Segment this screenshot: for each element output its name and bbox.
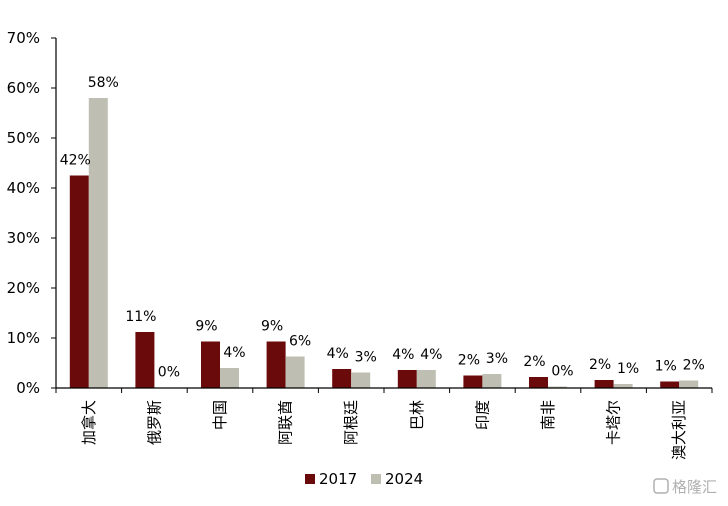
data-label-2024: 0% — [158, 365, 180, 381]
data-label-2024: 3% — [355, 350, 377, 366]
category-label: 中国 — [211, 400, 229, 430]
y-axis: 0% 10% 20% 30% 40% 50% 60% 70% — [7, 29, 57, 397]
bar-2017 — [397, 370, 417, 388]
y-tick-label: 40% — [7, 179, 40, 197]
watermark: 格隆汇 — [653, 478, 717, 496]
bar-2017 — [660, 381, 680, 388]
bar-2024 — [679, 380, 699, 388]
category-label: 俄罗斯 — [145, 400, 163, 445]
y-tick-label: 50% — [7, 129, 40, 147]
data-label-2017: 2% — [589, 357, 611, 373]
bar-2024 — [351, 372, 371, 388]
data-label-2024: 58% — [88, 75, 119, 91]
data-label-2017: 42% — [60, 153, 91, 169]
legend-label: 2024 — [385, 470, 423, 488]
bar-2017 — [463, 375, 483, 388]
data-label-2017: 11% — [125, 309, 156, 325]
bar-2017 — [201, 341, 220, 388]
category-label: 印度 — [473, 400, 491, 430]
data-label-2017: 4% — [327, 346, 349, 362]
category-label: 澳大利亚 — [670, 400, 688, 460]
y-tick-label: 30% — [7, 229, 40, 247]
category-label: 加拿大 — [80, 400, 98, 445]
category-label: 阿根廷 — [342, 400, 360, 445]
data-label-2017: 4% — [392, 347, 414, 363]
y-tick-label: 10% — [7, 329, 40, 347]
bar-2024 — [220, 368, 239, 388]
legend-swatch — [371, 474, 381, 484]
watermark-logo-icon — [653, 478, 669, 494]
bar-2017 — [69, 175, 89, 388]
bar-2017 — [529, 377, 548, 388]
y-tick-label: 20% — [7, 279, 40, 297]
bar-2024 — [613, 384, 633, 388]
data-label-2024: 1% — [617, 361, 639, 377]
category-label: 南非 — [539, 400, 557, 430]
y-tick-label: 0% — [16, 379, 40, 397]
legend-swatch — [305, 474, 315, 484]
data-label-2017: 9% — [261, 319, 283, 335]
bars — [69, 98, 699, 388]
x-axis: 加拿大 俄罗斯 中国 阿联酋 阿根廷 巴林 印度 南非 卡塔尔 澳大利亚 — [55, 387, 713, 460]
data-label-2024: 4% — [420, 347, 442, 363]
bar-2017 — [594, 380, 614, 388]
bar-2017 — [135, 332, 155, 388]
category-label: 阿联酋 — [277, 400, 295, 445]
bar-2024 — [285, 356, 305, 388]
data-label-2024: 4% — [223, 345, 245, 361]
watermark-text: 格隆汇 — [672, 478, 717, 496]
data-label-2017: 9% — [195, 319, 217, 335]
bar-2024 — [416, 370, 436, 388]
bar-2017 — [266, 341, 286, 388]
category-label: 巴林 — [408, 400, 426, 430]
category-label: 卡塔尔 — [605, 400, 623, 445]
data-label-2017: 1% — [655, 359, 677, 375]
bar-2024 — [548, 386, 567, 388]
bar-2024 — [88, 98, 108, 388]
bar-2017 — [332, 369, 352, 388]
y-tick-label: 70% — [7, 29, 40, 47]
data-label-2024: 6% — [289, 334, 311, 350]
bar-2024 — [482, 374, 502, 388]
data-label-2024: 2% — [683, 358, 705, 374]
legend: 2017 2024 — [305, 470, 423, 488]
y-tick-label: 60% — [7, 79, 40, 97]
data-label-2024: 3% — [486, 351, 508, 367]
data-label-2017: 2% — [458, 353, 480, 369]
legend-label: 2017 — [319, 470, 357, 488]
data-label-2017: 2% — [523, 354, 545, 370]
data-label-2024: 0% — [551, 364, 573, 380]
data-labels: 42% 11% 9% 9% 4% 4% 2% 2% 2% 1% 58% 0% 4% 6% 3% 4% 3% 0% 1… — [60, 75, 705, 381]
